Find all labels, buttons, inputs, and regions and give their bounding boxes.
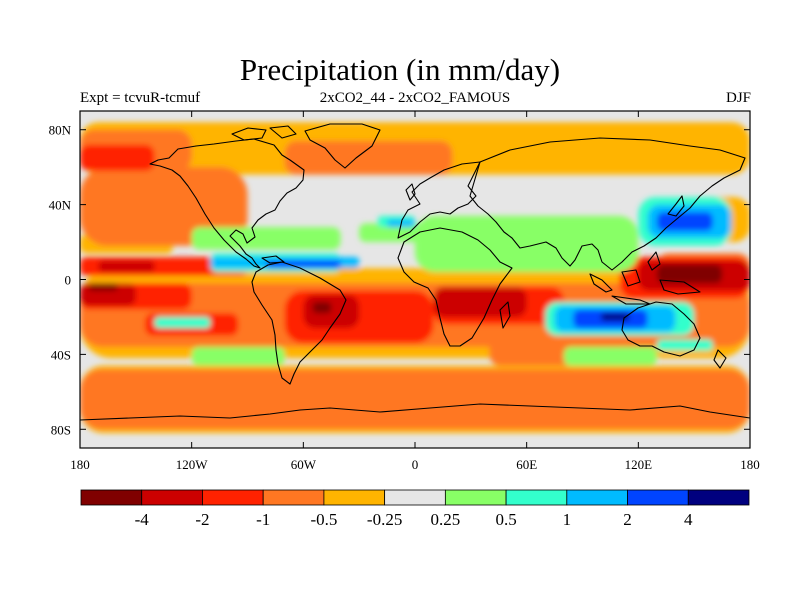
colorbar-swatch (262, 489, 325, 506)
precip-anomaly-region (359, 223, 471, 243)
colorbar-label: -0.25 (367, 510, 402, 529)
coastline-new-zealand (713, 349, 727, 369)
precip-anomaly-region (433, 286, 527, 317)
y-tick-label: 80S (51, 422, 71, 437)
colorbar-label: 0.25 (430, 510, 460, 529)
coastline-europe (397, 161, 481, 239)
colorbar-label: 1 (563, 510, 572, 529)
x-tick-label: 60E (516, 457, 537, 472)
coastline-africa (397, 227, 513, 347)
colorbar-swatch (687, 489, 750, 506)
precip-anomaly-region (98, 260, 155, 273)
coastline-japan (667, 195, 685, 217)
precip-anomaly-region (191, 346, 285, 366)
colorbar-swatch (566, 489, 628, 506)
coastline-britain (405, 183, 416, 201)
colorbar-swatch (141, 489, 203, 506)
colorbar-swatch (202, 489, 264, 506)
coastline-australia (621, 301, 701, 357)
x-tick-label: 120W (176, 457, 209, 472)
precip-anomaly-region (303, 294, 360, 329)
experiment-label: Expt = tcvuR-tcmuf (80, 90, 201, 106)
colorbar: -4 -2 -1 -0.5 -0.25 0.25 0.5 1 2 4 (80, 489, 750, 529)
coastline-greenland (304, 123, 381, 169)
colorbar-swatch (80, 489, 143, 506)
coastlines (80, 123, 750, 421)
precip-anomaly-region (601, 313, 630, 321)
y-tick-label: 40N (49, 198, 72, 213)
coastline-south-america (251, 261, 347, 385)
colorbar-swatch (444, 489, 507, 506)
y-tick-label: 0 (65, 273, 72, 288)
x-tick-label: 120E (625, 457, 653, 472)
precip-anomaly-region (656, 339, 713, 351)
precip-anomaly-region (312, 301, 332, 314)
axes: 180 120W 60W 0 60E 120E 180 80N 40N 0 40S 80S (49, 111, 760, 472)
precip-anomaly-region (656, 212, 713, 231)
experiment-difference-label: 2xCO2_44 - 2xCO2_FAMOUS (319, 90, 511, 106)
plot-title: Precipitation (in mm/day) (239, 52, 561, 87)
colorbar-label: 2 (623, 510, 632, 529)
precip-anomaly-region (656, 264, 723, 284)
coastline-north-america (149, 138, 305, 269)
precip-anomaly-region (80, 167, 248, 246)
x-tick-label: 180 (740, 457, 760, 472)
plot-area (79, 110, 751, 449)
precip-anomaly-region (266, 260, 341, 269)
precip-anomaly-region (284, 140, 453, 175)
y-tick-label: 80N (49, 123, 72, 138)
coastline-caribbean (261, 255, 285, 264)
coastline-madagascar (499, 301, 511, 329)
precipitation-field (80, 122, 750, 434)
season-label: DJF (725, 90, 751, 106)
colorbar-label: -4 (135, 510, 150, 529)
x-tick-label: 0 (412, 457, 419, 472)
colorbar-label: -0.5 (310, 510, 337, 529)
colorbar-label: 4 (684, 510, 693, 529)
x-tick-label: 180 (70, 457, 90, 472)
colorbar-label: -2 (195, 510, 209, 529)
precip-anomaly-region (191, 227, 341, 250)
y-tick-label: 40S (51, 347, 71, 362)
precip-anomaly-region (563, 346, 657, 366)
precip-anomaly-region (89, 283, 118, 291)
colorbar-swatch (323, 489, 386, 506)
colorbar-swatch (384, 489, 446, 506)
precip-anomaly-region (154, 316, 211, 329)
x-tick-label: 60W (291, 457, 317, 472)
colorbar-swatch (627, 489, 689, 506)
precip-anomaly-region (80, 369, 750, 430)
coastline-antarctica (80, 403, 750, 421)
colorbar-swatch (505, 489, 568, 506)
colorbar-label: -1 (256, 510, 270, 529)
precip-anomaly-region (80, 144, 155, 171)
coastline-asia (469, 137, 746, 271)
coastline-arctic-islands (231, 125, 297, 141)
colorbar-label: 0.5 (495, 510, 516, 529)
